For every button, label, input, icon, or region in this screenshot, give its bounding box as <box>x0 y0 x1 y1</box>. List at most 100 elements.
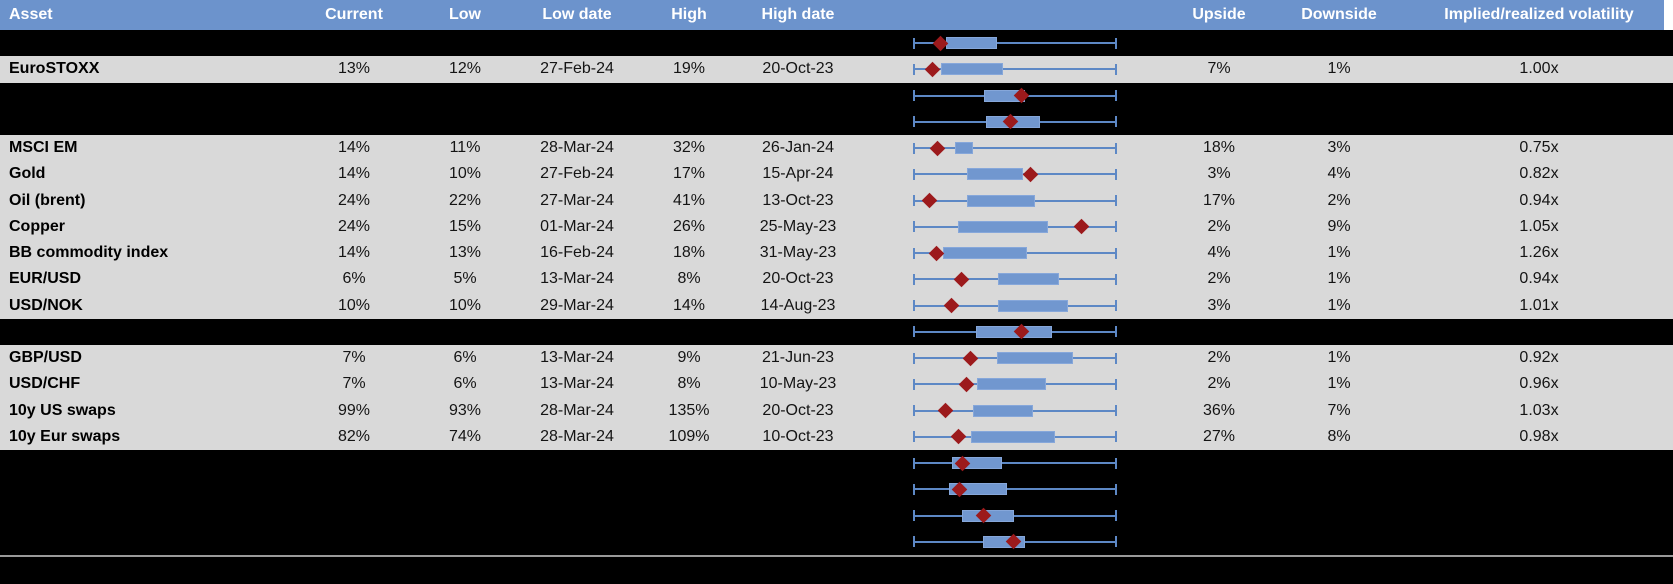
whisker-cap-right <box>1115 378 1117 390</box>
column-header-high: High <box>671 6 707 23</box>
cell-high: 109% <box>668 427 710 445</box>
cell-downside: 2% <box>1327 191 1351 209</box>
quartile-box <box>971 430 1055 443</box>
current-marker-diamond <box>1022 166 1039 183</box>
cell-low: 22% <box>448 191 482 209</box>
range-box-plot <box>913 83 1117 109</box>
whisker-cap-left <box>913 405 915 417</box>
table-row: Copper 24% 15% 01-Mar-24 26% 25-May-23 2% 9% 1.0… <box>0 213 1673 240</box>
current-marker-diamond <box>922 192 938 209</box>
table-row <box>0 476 1673 503</box>
cell-implied: 1.26x <box>1519 244 1559 262</box>
current-marker-diamond <box>958 376 974 393</box>
cell-current: 6% <box>342 270 366 288</box>
whisker-cap-right <box>1115 326 1117 338</box>
whisker-cap-left <box>913 142 915 154</box>
cell-low: 6% <box>453 349 477 367</box>
cell-low_date: 13-Mar-24 <box>540 270 614 288</box>
quartile-box <box>966 168 1023 181</box>
whisker-line <box>913 514 1117 517</box>
cell-current: 14% <box>337 165 371 183</box>
quartile-box <box>976 378 1046 391</box>
whisker-cap-right <box>1115 142 1117 154</box>
cell-high_date: 10-May-23 <box>759 375 837 393</box>
cell-upside: 2% <box>1207 375 1231 393</box>
asset-label: MSCI EM <box>9 139 78 157</box>
cell-current: 14% <box>337 244 371 262</box>
range-box-plot <box>913 345 1117 371</box>
whisker-cap-right <box>1115 221 1117 233</box>
cell-implied: 1.03x <box>1519 401 1559 419</box>
cell-current: 14% <box>337 139 371 157</box>
range-box-plot <box>913 161 1117 187</box>
quartile-box <box>976 325 1052 338</box>
cell-low: 12% <box>448 60 482 78</box>
whisker-cap-left <box>913 247 915 259</box>
cell-low_date: 27-Feb-24 <box>540 60 614 78</box>
cell-downside: 7% <box>1327 401 1351 419</box>
quartile-box <box>940 63 1004 76</box>
bottom-divider-line <box>0 555 1673 557</box>
table-row: 10y US swaps 99% 93% 28-Mar-24 135% 20-Oct-23… <box>0 397 1673 424</box>
cell-current: 13% <box>337 60 371 78</box>
cell-low: 15% <box>448 217 482 235</box>
whisker-cap-right <box>1115 168 1117 180</box>
cell-high: 14% <box>672 296 706 314</box>
whisker-cap-left <box>913 116 915 128</box>
cell-low: 93% <box>448 401 482 419</box>
cell-implied: 1.00x <box>1519 60 1559 78</box>
quartile-box <box>955 142 973 155</box>
table-row <box>0 502 1673 529</box>
range-box-plot <box>913 30 1117 56</box>
cell-upside: 4% <box>1207 244 1231 262</box>
whisker-cap-right <box>1115 195 1117 207</box>
asset-label: USD/NOK <box>9 296 83 314</box>
cell-low: 11% <box>449 139 481 157</box>
cell-upside: 27% <box>1202 427 1236 445</box>
whisker-cap-left <box>913 378 915 390</box>
table-header-row: Asset Current Low Low date High High dat… <box>0 0 1664 30</box>
cell-low: 5% <box>453 270 477 288</box>
cell-upside: 2% <box>1207 217 1231 235</box>
whisker-cap-left <box>913 536 915 548</box>
cell-high_date: 31-May-23 <box>759 244 837 262</box>
cell-high: 17% <box>672 165 706 183</box>
cell-high_date: 13-Oct-23 <box>762 191 834 209</box>
cell-low_date: 28-Mar-24 <box>540 401 614 419</box>
column-header-high-date: High date <box>761 6 835 23</box>
cell-low: 10% <box>448 296 482 314</box>
cell-downside: 1% <box>1327 60 1351 78</box>
current-marker-diamond <box>950 429 967 445</box>
asset-label: EuroSTOXX <box>9 60 100 78</box>
cell-low_date: 27-Feb-24 <box>540 165 614 183</box>
cell-implied: 1.05x <box>1519 217 1559 235</box>
whisker-line <box>913 462 1117 465</box>
asset-label: BB commodity index <box>9 244 169 262</box>
cell-implied: 0.96x <box>1519 375 1559 393</box>
range-box-plot <box>913 371 1117 397</box>
whisker-cap-right <box>1115 63 1117 75</box>
table-row: Gold 14% 10% 27-Feb-24 17% 15-Apr-24 3% 4% 0.82x <box>0 161 1673 188</box>
asset-label: Gold <box>9 165 46 183</box>
whisker-cap-right <box>1115 116 1117 128</box>
cell-low_date: 29-Mar-24 <box>540 296 614 314</box>
current-marker-diamond <box>944 297 960 314</box>
range-box-plot <box>913 529 1117 555</box>
whisker-cap-right <box>1115 37 1117 49</box>
quartile-box <box>942 247 1028 260</box>
whisker-line <box>913 488 1117 491</box>
column-header-low-date: Low date <box>542 6 612 23</box>
cell-low_date: 13-Mar-24 <box>540 375 614 393</box>
asset-label: 10y Eur swaps <box>9 427 121 445</box>
current-marker-diamond <box>929 140 946 156</box>
column-header-low: Low <box>449 6 481 23</box>
range-box-plot <box>913 476 1117 502</box>
whisker-cap-left <box>913 457 915 469</box>
cell-downside: 3% <box>1327 139 1351 157</box>
quartile-box <box>972 404 1033 417</box>
cell-low_date: 27-Mar-24 <box>540 191 614 209</box>
range-box-plot <box>913 188 1117 214</box>
cell-downside: 1% <box>1327 375 1351 393</box>
table-row: EuroSTOXX 13% 12% 27-Feb-24 19% 20-Oct-23 7% 1%… <box>0 56 1673 83</box>
